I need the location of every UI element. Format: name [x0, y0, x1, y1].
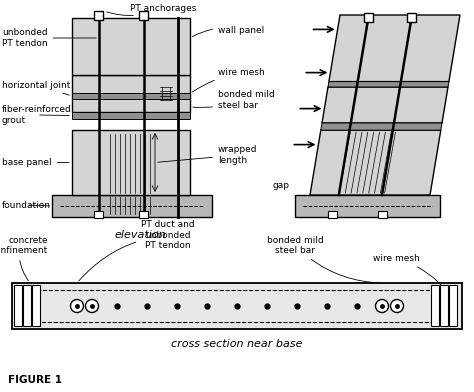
- Bar: [72, 130, 190, 195]
- Circle shape: [391, 299, 403, 312]
- Bar: [328, 211, 337, 218]
- Text: elevation: elevation: [114, 230, 166, 240]
- Polygon shape: [322, 87, 448, 123]
- Text: gap: gap: [273, 180, 290, 189]
- Circle shape: [85, 299, 99, 312]
- Text: bonded mild
steel bar: bonded mild steel bar: [266, 236, 379, 283]
- Text: horizontal joint: horizontal joint: [2, 80, 70, 95]
- Text: base panel: base panel: [2, 158, 69, 167]
- Text: wrapped
length: wrapped length: [158, 145, 257, 165]
- Bar: [72, 112, 190, 119]
- Polygon shape: [321, 123, 442, 130]
- Bar: [94, 11, 103, 20]
- Polygon shape: [310, 130, 441, 195]
- FancyBboxPatch shape: [15, 285, 22, 327]
- Text: wire mesh: wire mesh: [373, 254, 456, 304]
- Text: FIGURE 1: FIGURE 1: [8, 375, 62, 385]
- Text: wall panel: wall panel: [192, 25, 264, 36]
- Bar: [139, 211, 148, 218]
- FancyBboxPatch shape: [24, 285, 31, 327]
- Bar: [379, 211, 388, 218]
- Text: concrete
confinement: concrete confinement: [0, 236, 48, 281]
- FancyBboxPatch shape: [431, 285, 439, 327]
- Circle shape: [71, 299, 83, 312]
- Bar: [94, 211, 103, 218]
- Bar: [365, 13, 374, 22]
- FancyBboxPatch shape: [449, 285, 457, 327]
- FancyBboxPatch shape: [33, 285, 40, 327]
- Text: fiber-reinforced
grout: fiber-reinforced grout: [2, 105, 72, 125]
- Text: wire mesh: wire mesh: [192, 67, 265, 92]
- Bar: [19, 290, 455, 322]
- Text: unbonded
PT tendon: unbonded PT tendon: [2, 28, 96, 48]
- Text: PT anchorages: PT anchorages: [107, 4, 196, 16]
- Bar: [72, 75, 190, 112]
- Text: PT duct and
unbonded
PT tendon: PT duct and unbonded PT tendon: [79, 220, 195, 281]
- Bar: [52, 195, 212, 217]
- Bar: [139, 11, 148, 20]
- Bar: [408, 13, 417, 22]
- Circle shape: [375, 299, 389, 312]
- Bar: [12, 283, 462, 329]
- Text: foundation: foundation: [2, 200, 51, 209]
- Text: bonded mild
steel bar: bonded mild steel bar: [193, 90, 275, 110]
- FancyBboxPatch shape: [440, 285, 448, 327]
- Polygon shape: [328, 82, 449, 87]
- Bar: [72, 18, 190, 75]
- Polygon shape: [329, 15, 460, 82]
- Bar: [295, 195, 440, 217]
- Bar: [72, 93, 190, 99]
- Text: cross section near base: cross section near base: [171, 339, 303, 349]
